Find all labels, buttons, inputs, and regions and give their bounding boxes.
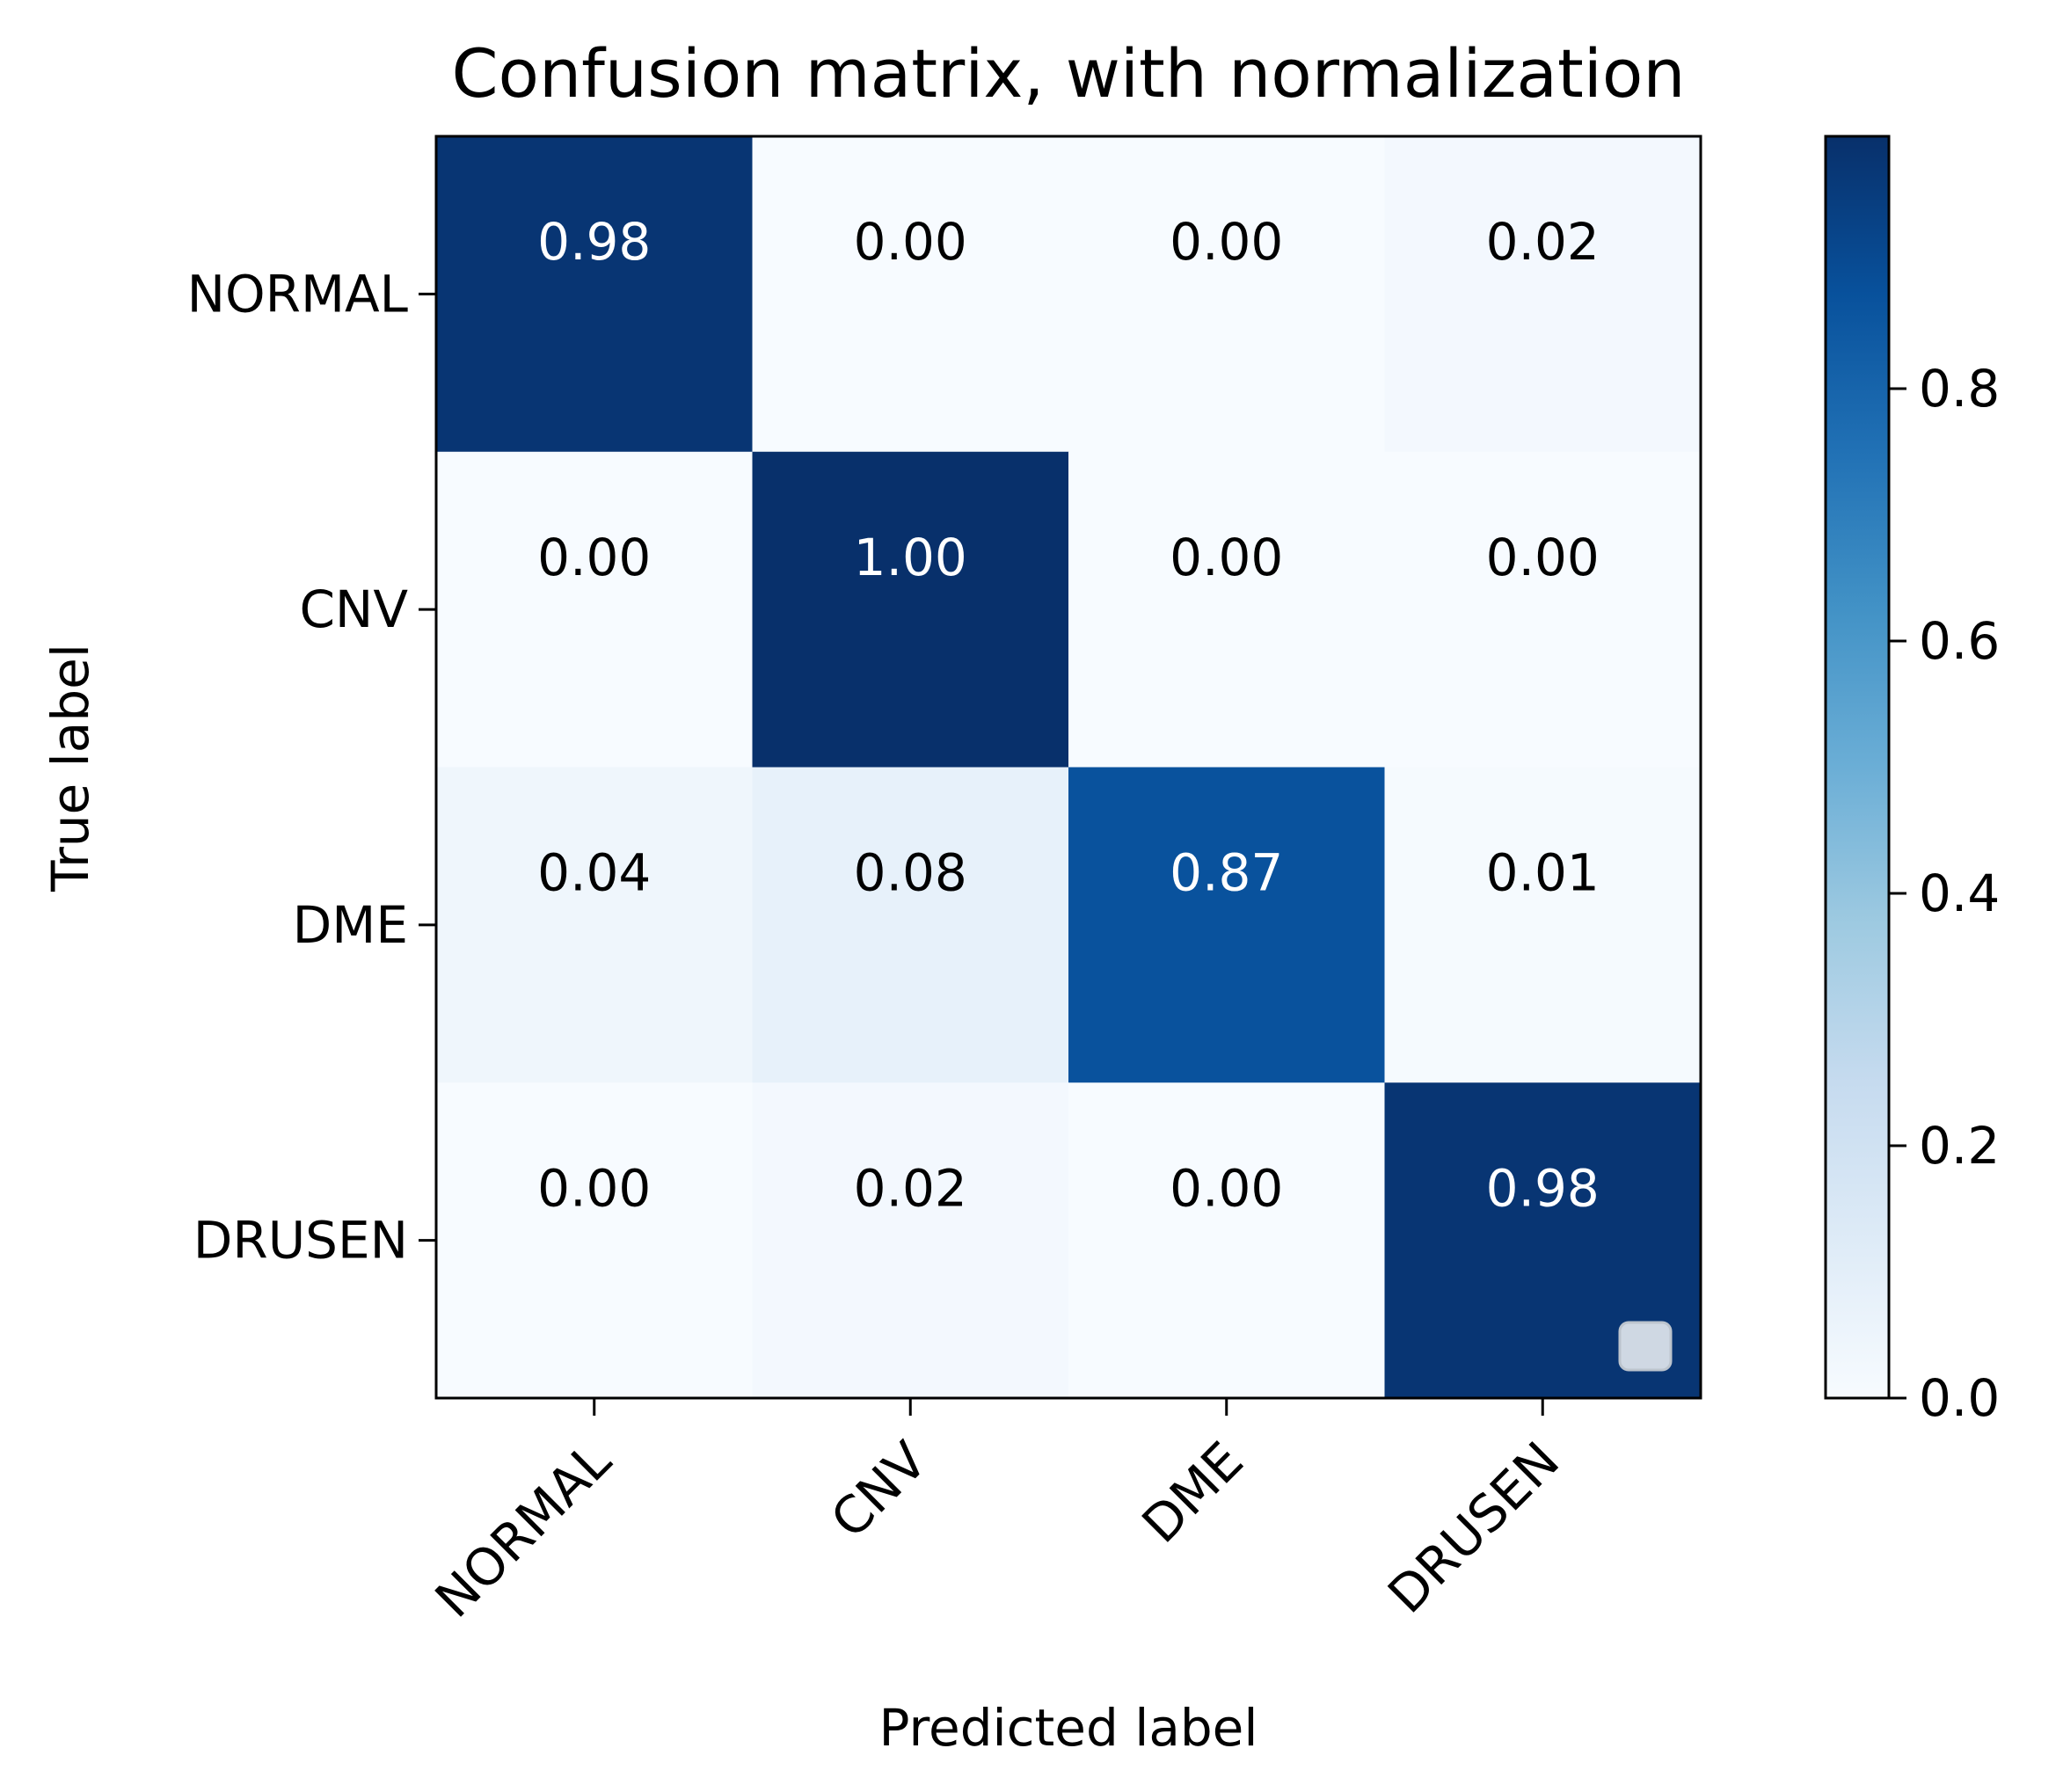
cell-value-label: 0.98 <box>537 212 651 272</box>
cell-value-label: 0.00 <box>854 212 967 272</box>
x-axis-ticks: NORMAL CNV DME DRUSEN <box>424 1398 1571 1629</box>
matrix-cell <box>436 136 753 453</box>
matrix-cell <box>752 1082 1069 1399</box>
legend-box <box>1618 1321 1673 1372</box>
matrix-cell <box>1068 451 1385 768</box>
matrix-cell <box>1068 767 1385 1083</box>
matrix-cell <box>1068 1082 1385 1399</box>
y-axis-ticks: NORMAL CNV DME DRUSEN <box>187 264 436 1271</box>
y-axis-label: True label <box>40 644 100 892</box>
x-axis-label: Predicted label <box>879 1698 1258 1758</box>
matrix-cell <box>1384 136 1702 453</box>
x-tick-label: CNV <box>820 1431 939 1550</box>
colorbar-tick-label: 0.0 <box>1919 1368 2000 1428</box>
cell-value-label: 0.87 <box>1170 843 1283 903</box>
cell-value-label: 1.00 <box>854 528 967 587</box>
y-tick-label: DME <box>293 895 408 955</box>
cell-value-label: 0.00 <box>1170 1158 1283 1218</box>
cell-value-label: 0.08 <box>854 843 967 903</box>
colorbar-tick-label: 0.6 <box>1919 611 2000 671</box>
cell-value-label: 0.02 <box>854 1158 967 1218</box>
matrix-cell <box>752 767 1069 1083</box>
x-tick-label: NORMAL <box>424 1431 623 1629</box>
cell-value-label: 0.00 <box>1170 528 1283 587</box>
matrix-cell <box>1384 451 1702 768</box>
matrix-cell <box>1384 767 1702 1083</box>
cell-value-label: 0.00 <box>537 528 651 587</box>
matrix-cell <box>436 451 753 768</box>
cell-value-labels: 0.98 0.00 0.00 0.02 0.00 1.00 0.00 0.00 0.04 0.08… <box>537 212 1600 1218</box>
matrix-cells <box>436 136 1702 1399</box>
cell-value-label: 0.00 <box>1486 528 1600 587</box>
cell-value-label: 0.00 <box>537 1158 651 1218</box>
cell-value-label: 0.00 <box>1170 212 1283 272</box>
colorbar-tick-label: 0.2 <box>1919 1116 2000 1176</box>
y-tick-label: DRUSEN <box>193 1211 408 1271</box>
cell-value-label: 0.98 <box>1486 1158 1600 1218</box>
matrix-cell <box>436 1082 753 1399</box>
chart-title: Confusion matrix, with normalization <box>451 34 1685 113</box>
matrix-cell <box>752 451 1069 768</box>
colorbar-ticks: 0.0 0.2 0.4 0.6 0.8 <box>1889 359 2000 1428</box>
colorbar <box>1824 135 1891 1400</box>
cell-value-label: 0.04 <box>537 843 651 903</box>
x-tick-label: DRUSEN <box>1376 1431 1571 1625</box>
plot-frame <box>434 135 1702 1400</box>
y-tick-label: NORMAL <box>187 264 408 324</box>
cell-value-label: 0.01 <box>1486 843 1600 903</box>
x-tick-label: DME <box>1131 1431 1255 1555</box>
y-tick-label: CNV <box>299 579 408 639</box>
matrix-cell <box>1068 136 1385 453</box>
matrix-cell <box>752 136 1069 453</box>
colorbar-tick-label: 0.8 <box>1919 359 2000 419</box>
colorbar-tick-label: 0.4 <box>1919 863 2000 923</box>
matrix-cell <box>436 767 753 1083</box>
cell-value-label: 0.02 <box>1486 212 1600 272</box>
